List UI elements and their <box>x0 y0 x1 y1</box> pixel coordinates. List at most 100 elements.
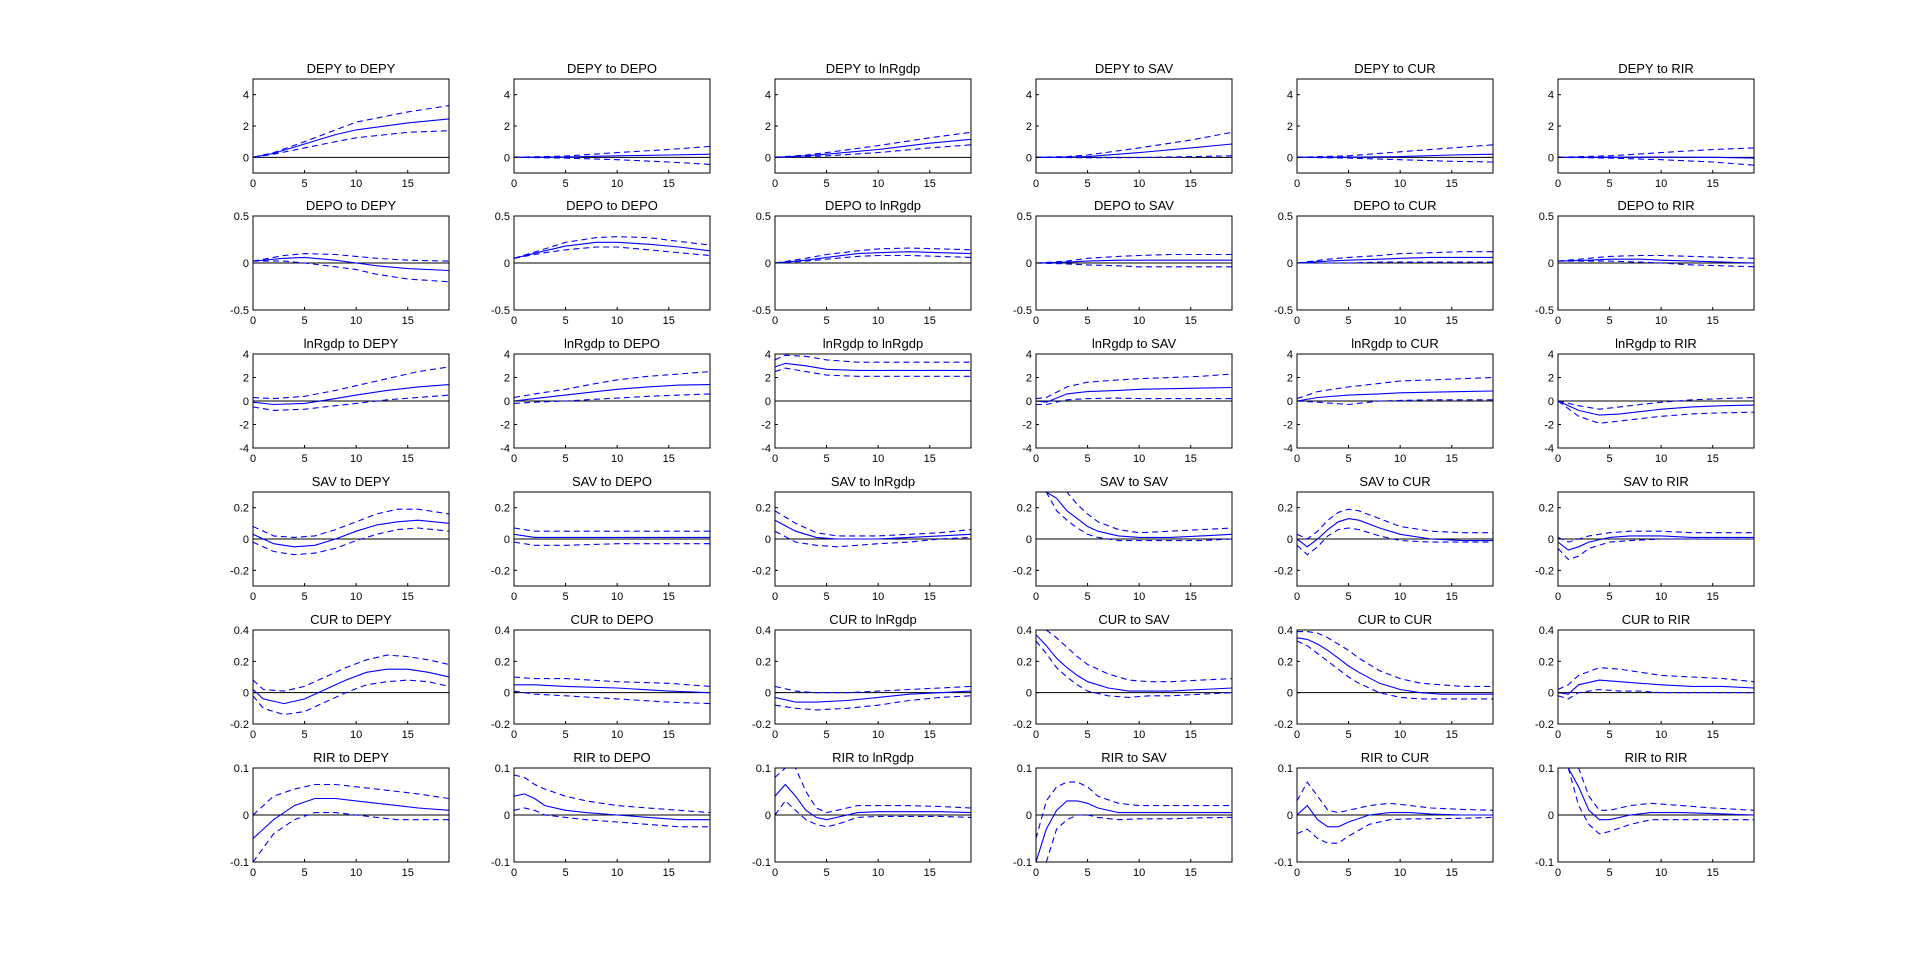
x-tick-label: 10 <box>1133 729 1145 741</box>
x-tick-label: 0 <box>1555 453 1561 465</box>
x-tick-label: 0 <box>772 729 778 741</box>
x-tick-label: 15 <box>663 591 675 603</box>
x-tick-label: 15 <box>402 453 414 465</box>
x-tick-label: 10 <box>1394 178 1406 190</box>
panel-title: DEPO to RIR <box>1617 198 1694 213</box>
y-tick-label: 2 <box>504 121 510 133</box>
y-tick-label: 2 <box>1548 373 1554 385</box>
x-tick-label: 15 <box>924 315 936 327</box>
y-tick-label: -0.2 <box>491 719 510 731</box>
panel-title: CUR to lnRgdp <box>829 612 916 627</box>
panel-title: DEPY to SAV <box>1095 61 1174 76</box>
upper-band-line <box>775 354 971 363</box>
x-tick-label: 0 <box>1555 591 1561 603</box>
axes-box <box>1557 629 1755 725</box>
x-tick-label: 10 <box>1655 867 1667 879</box>
panel-title: SAV to CUR <box>1359 474 1430 489</box>
x-tick-label: 5 <box>1607 867 1613 879</box>
lower-band-line <box>775 254 971 264</box>
irf-panel: SAV to DEPO 0 5 10 15 -0.2 0 0.2 <box>491 474 711 603</box>
y-tick-label: 0.2 <box>1017 656 1032 668</box>
lower-band-line <box>1297 527 1493 556</box>
x-tick-label: 10 <box>1394 453 1406 465</box>
x-tick-label: 15 <box>1185 178 1197 190</box>
x-tick-label: 15 <box>402 315 414 327</box>
x-tick-label: 5 <box>1607 729 1613 741</box>
median-response-line <box>1036 143 1232 158</box>
y-tick-label: 0.4 <box>1278 625 1293 637</box>
x-tick-label: 10 <box>1655 591 1667 603</box>
y-tick-label: -4 <box>500 443 510 455</box>
y-tick-label: 0 <box>1548 258 1554 270</box>
panel-title: RIR to DEPO <box>573 750 650 765</box>
panel-title: DEPO to lnRgdp <box>825 198 921 213</box>
panel-title: lnRgdp to DEPY <box>304 336 399 351</box>
upper-band-line <box>775 768 971 814</box>
y-tick-label: 0 <box>1548 688 1554 700</box>
irf-panel: lnRgdp to SAV 0 5 10 15 -4 -2 0 2 4 <box>1022 336 1233 465</box>
upper-band-line <box>1558 254 1754 262</box>
y-tick-label: 0 <box>765 688 771 700</box>
upper-band-line <box>1297 376 1493 400</box>
y-tick-label: 0 <box>765 396 771 408</box>
x-tick-label: 10 <box>611 729 623 741</box>
median-response-line <box>775 783 971 821</box>
x-tick-label: 10 <box>350 178 362 190</box>
panel-title: DEPY to DEPO <box>567 61 657 76</box>
x-tick-label: 10 <box>611 315 623 327</box>
x-tick-label: 15 <box>1707 315 1719 327</box>
x-tick-label: 5 <box>824 315 830 327</box>
x-tick-label: 5 <box>824 453 830 465</box>
irf-panel: SAV to DEPY 0 5 10 15 -0.2 0 0.2 <box>230 474 450 603</box>
y-tick-label: -0.1 <box>491 857 510 869</box>
x-tick-label: 10 <box>350 591 362 603</box>
x-tick-label: 5 <box>563 867 569 879</box>
x-tick-label: 15 <box>924 867 936 879</box>
x-tick-label: 0 <box>1033 453 1039 465</box>
y-tick-label: 0.2 <box>1278 656 1293 668</box>
x-tick-label: 5 <box>302 453 308 465</box>
median-response-line <box>514 684 710 694</box>
x-tick-label: 5 <box>302 729 308 741</box>
median-response-line <box>1558 400 1754 416</box>
median-response-line <box>253 519 449 548</box>
y-tick-label: 4 <box>1026 349 1032 361</box>
y-tick-label: -0.2 <box>752 565 771 577</box>
median-response-line <box>1297 804 1493 828</box>
panel-title: SAV to DEPY <box>312 474 391 489</box>
lower-band-line <box>514 807 710 828</box>
lower-band-line <box>514 246 710 259</box>
y-tick-label: -0.5 <box>752 305 771 317</box>
y-tick-label: 0 <box>1026 688 1032 700</box>
lower-band-line <box>514 541 710 546</box>
panel-title: SAV to RIR <box>1623 474 1689 489</box>
axes-box <box>513 629 711 725</box>
x-tick-label: 10 <box>1133 453 1145 465</box>
panel-title: DEPO to DEPO <box>566 198 658 213</box>
y-tick-label: 0 <box>243 534 249 546</box>
irf-panel: lnRgdp to lnRgdp 0 5 10 15 -4 -2 0 2 4 <box>761 336 972 465</box>
axes-box <box>1035 629 1233 725</box>
x-tick-label: 15 <box>1707 591 1719 603</box>
x-tick-label: 0 <box>1555 315 1561 327</box>
x-tick-label: 0 <box>511 315 517 327</box>
x-tick-label: 15 <box>1446 729 1458 741</box>
upper-band-line <box>1297 251 1493 264</box>
x-tick-label: 15 <box>1446 453 1458 465</box>
irf-panel: lnRgdp to DEPO 0 5 10 15 -4 -2 0 2 4 <box>500 336 711 465</box>
median-response-line <box>514 384 710 402</box>
x-tick-label: 0 <box>250 867 256 879</box>
upper-band-line <box>1297 631 1493 687</box>
x-tick-label: 5 <box>1346 178 1352 190</box>
irf-panel: DEPY to DEPO 0 5 10 15 0 2 4 <box>504 61 711 190</box>
axes-box <box>1296 78 1494 174</box>
y-tick-label: 4 <box>765 90 771 102</box>
median-response-line <box>1036 800 1232 862</box>
x-tick-label: 5 <box>1607 453 1613 465</box>
irf-panel: DEPY to DEPY 0 5 10 15 0 2 4 <box>243 61 450 190</box>
